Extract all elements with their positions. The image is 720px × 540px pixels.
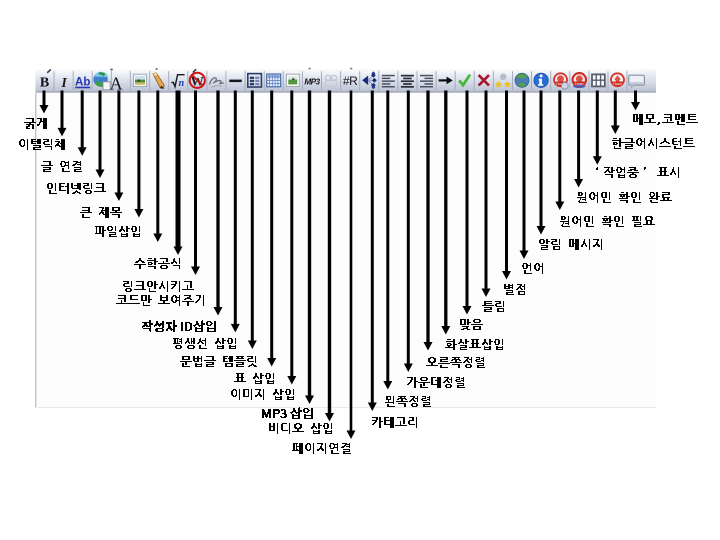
svg-text:Haan: Haan	[613, 82, 621, 86]
svg-text:B: B	[40, 76, 49, 91]
svg-text:Ab: Ab	[75, 77, 90, 89]
svg-text:MP3: MP3	[304, 78, 320, 87]
svg-text:n: n	[179, 78, 185, 89]
svg-text:I: I	[60, 76, 67, 91]
svg-text:Haan: Haan	[556, 82, 564, 86]
svg-text:#R: #R	[343, 74, 358, 88]
svg-text:A: A	[110, 74, 123, 94]
svg-text:Haan: Haan	[575, 82, 583, 86]
